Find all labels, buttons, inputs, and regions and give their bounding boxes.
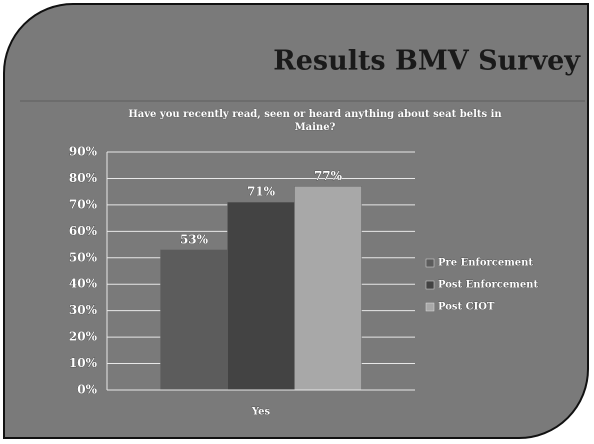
legend-label: Post Enforcement: [438, 280, 538, 291]
y-tick-label: 90%: [69, 145, 98, 159]
bar: [160, 249, 228, 391]
y-tick-label: 60%: [69, 224, 98, 238]
chart-title: Have you recently read, seen or heard an…: [128, 109, 502, 133]
legend-swatch: [425, 258, 435, 268]
y-tick-label: 70%: [69, 197, 98, 211]
legend-swatch: [425, 302, 435, 312]
legend-label: Post CIOT: [438, 302, 495, 313]
y-tick-label: 20%: [69, 330, 98, 344]
data-label: 71%: [247, 185, 276, 199]
bar: [294, 186, 362, 391]
y-tick-label: 80%: [69, 171, 98, 185]
y-tick-label: 50%: [69, 250, 98, 264]
x-tick-label: Yes: [251, 407, 271, 418]
y-tick-label: 10%: [69, 356, 98, 370]
y-tick-label: 0%: [77, 383, 97, 397]
data-label: 53%: [180, 232, 209, 246]
y-tick-label: 30%: [69, 303, 98, 317]
legend-swatch: [425, 280, 435, 290]
data-label: 77%: [314, 169, 343, 183]
legend-label: Pre Enforcement: [438, 258, 533, 269]
bar: [227, 201, 295, 391]
slide-title: Results BMV Survey: [273, 46, 581, 77]
y-tick-label: 40%: [69, 277, 98, 291]
